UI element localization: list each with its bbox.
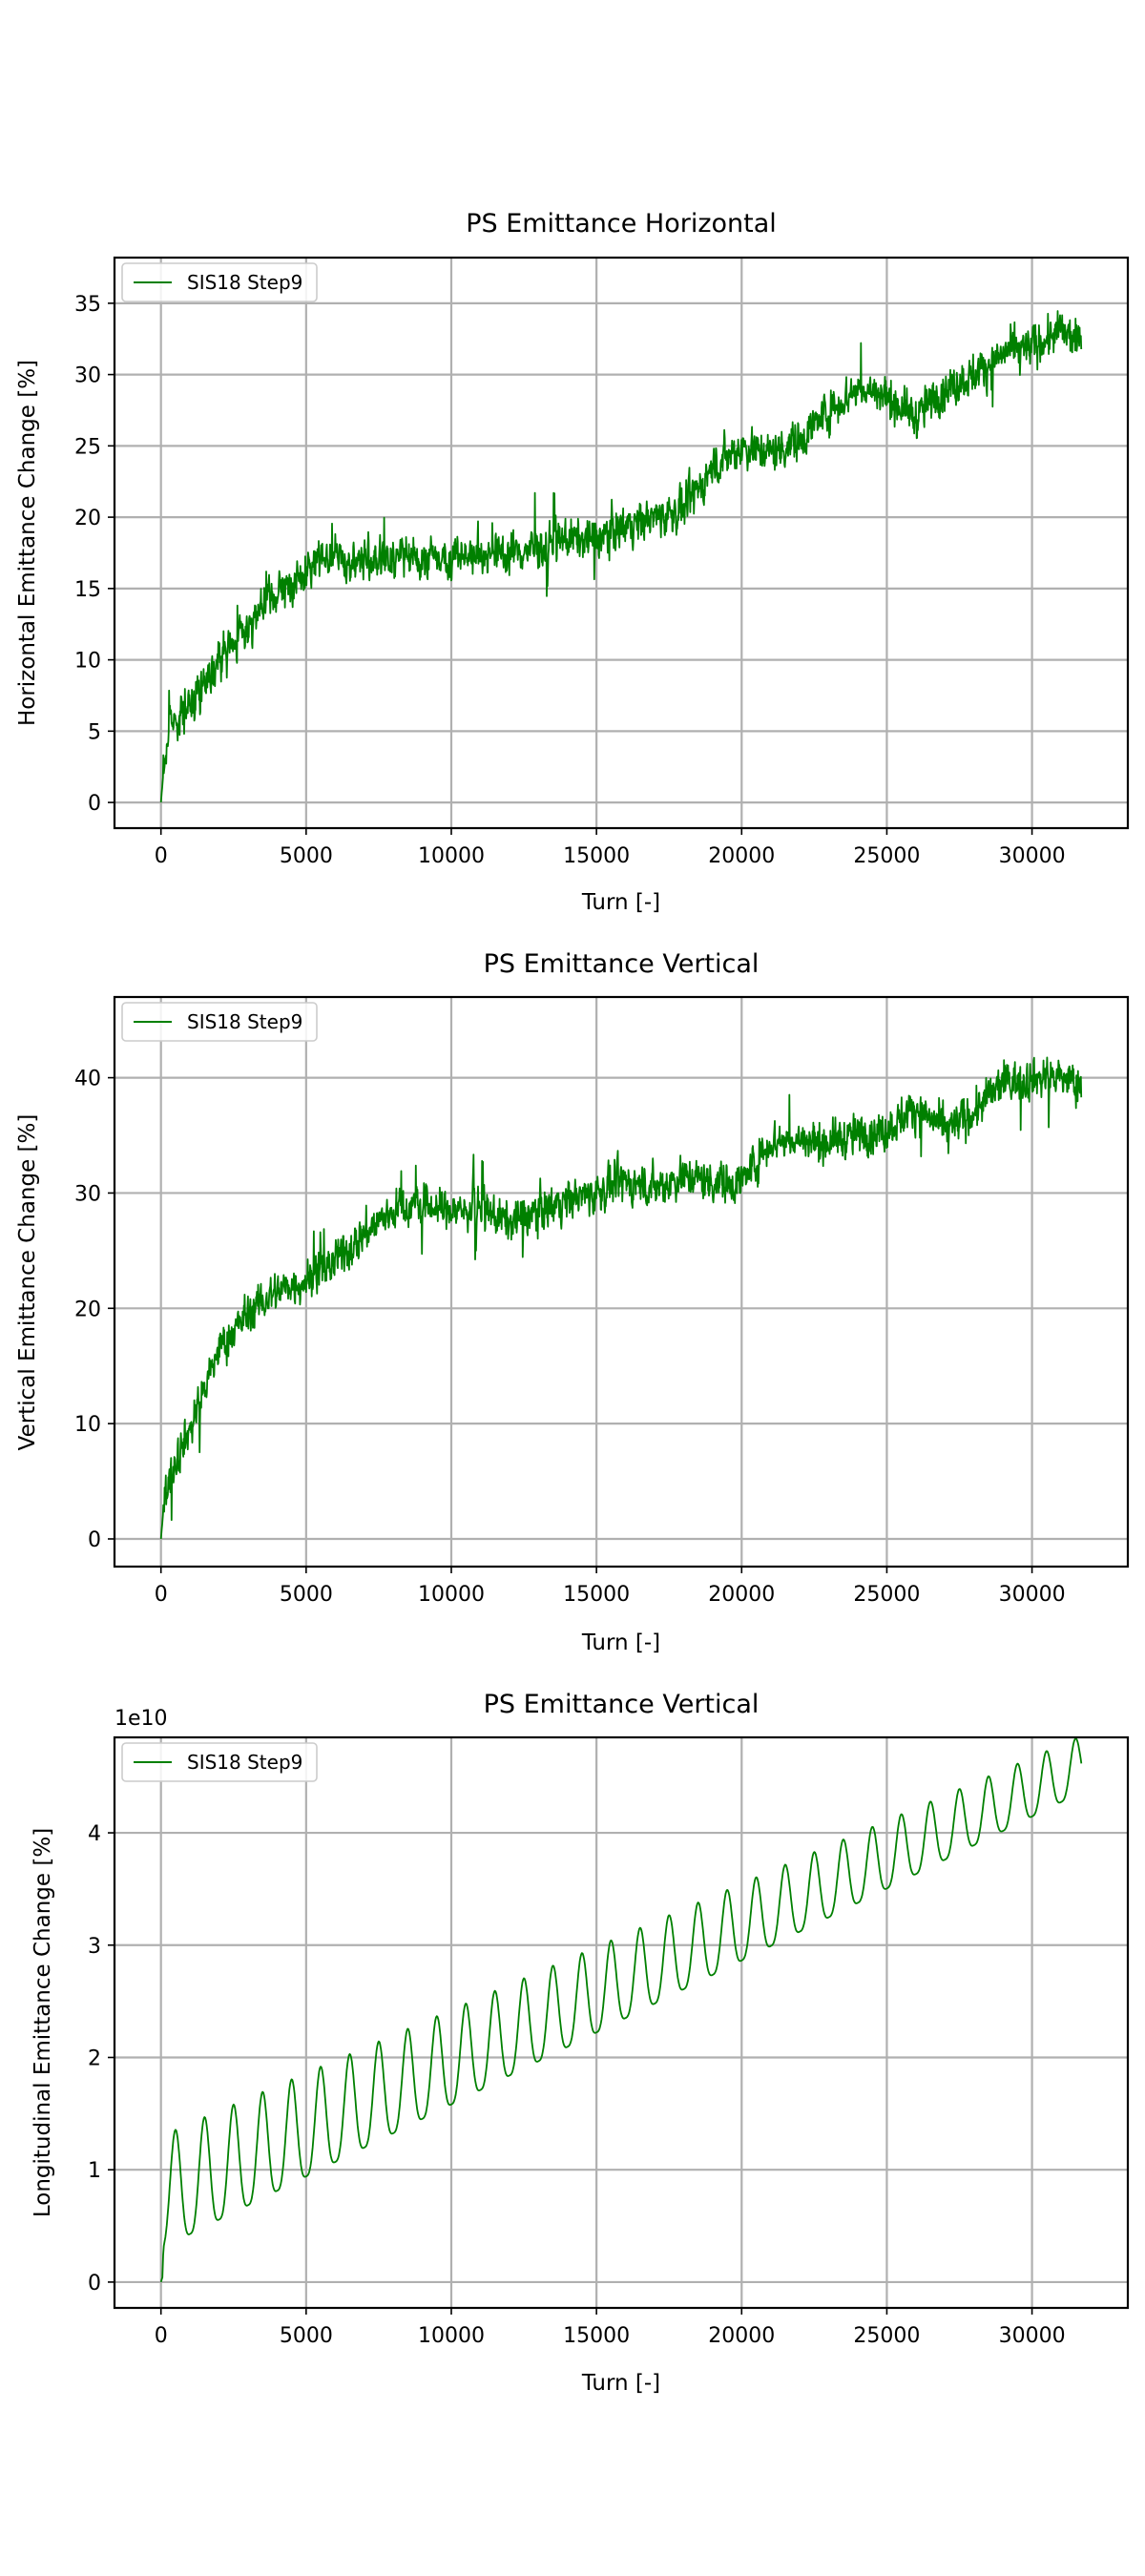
plot-frame — [113, 1735, 1130, 2310]
x-tick-label: 15000 — [563, 2324, 630, 2348]
grid-lines — [114, 997, 1128, 1567]
series-layer — [159, 1056, 1083, 1540]
chart-panel-longitudinal: PS Emittance Vertical 1e10 0 5000 10000 150… — [31, 1690, 1130, 2396]
y-axis-label: Longitudinal Emittance Change [%] — [31, 1828, 55, 2217]
y-tick-label: 30 — [74, 364, 101, 388]
x-tick-label: 5000 — [280, 844, 333, 868]
x-tick-label: 30000 — [999, 2324, 1066, 2348]
y-tick-label: 0 — [88, 1528, 101, 1552]
legend-entry-label: SIS18 Step9 — [187, 1751, 302, 1774]
x-tick-label: 0 — [155, 844, 168, 868]
x-axis-ticks: 0 5000 10000 15000 20000 25000 30000 — [155, 828, 1066, 868]
x-tick-label: 15000 — [563, 1583, 630, 1607]
series-line-sis18-step9 — [159, 1056, 1083, 1540]
plot-frame — [113, 256, 1130, 830]
x-tick-label: 20000 — [708, 844, 775, 868]
y-tick-label: 10 — [74, 650, 101, 674]
series-layer — [159, 310, 1083, 803]
chart-title: PS Emittance Vertical — [484, 949, 760, 979]
legend-box — [121, 262, 318, 302]
x-tick-label: 20000 — [708, 2324, 775, 2348]
y-axis-offset-label: 1e10 — [114, 1707, 168, 1731]
x-tick-label: 5000 — [280, 1583, 333, 1607]
grid-lines — [114, 1737, 1128, 2308]
x-tick-label: 25000 — [853, 1583, 920, 1607]
y-tick-label: 25 — [74, 435, 101, 459]
y-axis-label: Horizontal Emittance Change [%] — [15, 360, 40, 726]
x-tick-label: 30000 — [999, 844, 1066, 868]
y-axis-ticks: 0 1 2 3 4 — [88, 1822, 114, 2296]
series-layer — [159, 1737, 1083, 2283]
y-axis-label: Vertical Emittance Change [%] — [15, 1114, 40, 1451]
y-tick-label: 0 — [88, 2272, 101, 2296]
x-tick-label: 10000 — [418, 1583, 485, 1607]
x-axis-ticks: 0 5000 10000 15000 20000 25000 30000 — [155, 2308, 1066, 2348]
x-tick-label: 10000 — [418, 844, 485, 868]
y-tick-label: 0 — [88, 792, 101, 816]
y-tick-label: 3 — [88, 1935, 101, 1959]
y-tick-label: 4 — [88, 1822, 101, 1846]
y-tick-label: 20 — [74, 1298, 101, 1321]
y-tick-label: 35 — [74, 293, 101, 317]
x-tick-label: 20000 — [708, 1583, 775, 1607]
chart-title: PS Emittance Horizontal — [466, 209, 777, 239]
grid-lines — [114, 258, 1128, 828]
x-tick-label: 30000 — [999, 1583, 1066, 1607]
series-line-sis18-step9 — [159, 310, 1083, 803]
legend-entry-label: SIS18 Step9 — [187, 271, 302, 294]
chart-title: PS Emittance Vertical — [484, 1690, 760, 1719]
y-tick-label: 15 — [74, 578, 101, 602]
y-tick-label: 10 — [74, 1413, 101, 1437]
x-tick-label: 15000 — [563, 844, 630, 868]
y-tick-label: 40 — [74, 1068, 101, 1091]
legend-box — [121, 1742, 318, 1782]
x-axis-label: Turn [-] — [581, 890, 660, 915]
chart-panel-vertical: PS Emittance Vertical 0 5000 10000 15000 200… — [15, 949, 1130, 1655]
legend: SIS18 Step9 — [121, 1002, 318, 1042]
y-tick-label: 2 — [88, 2046, 101, 2070]
x-axis-ticks: 0 5000 10000 15000 20000 25000 30000 — [155, 1567, 1066, 1607]
legend: SIS18 Step9 — [121, 262, 318, 302]
x-tick-label: 0 — [155, 1583, 168, 1607]
series-line-sis18-step9 — [159, 1737, 1083, 2283]
x-tick-label: 0 — [155, 2324, 168, 2348]
x-axis-label: Turn [-] — [581, 1631, 660, 1655]
y-tick-label: 20 — [74, 507, 101, 530]
y-axis-ticks: 0 5 10 15 20 25 30 35 — [74, 293, 114, 816]
x-tick-label: 10000 — [418, 2324, 485, 2348]
y-tick-label: 1 — [88, 2159, 101, 2183]
y-tick-label: 5 — [88, 720, 101, 744]
x-axis-label: Turn [-] — [581, 2371, 660, 2396]
legend: SIS18 Step9 — [121, 1742, 318, 1782]
plot-frame — [113, 995, 1130, 1568]
y-tick-label: 30 — [74, 1182, 101, 1206]
legend-entry-label: SIS18 Step9 — [187, 1010, 302, 1033]
x-tick-label: 5000 — [280, 2324, 333, 2348]
chart-panel-horizontal: PS Emittance Horizontal 0 5000 10000 15000 2… — [15, 209, 1130, 915]
y-axis-ticks: 0 10 20 30 40 — [74, 1068, 114, 1552]
x-tick-label: 25000 — [853, 844, 920, 868]
x-tick-label: 25000 — [853, 2324, 920, 2348]
legend-box — [121, 1002, 318, 1042]
